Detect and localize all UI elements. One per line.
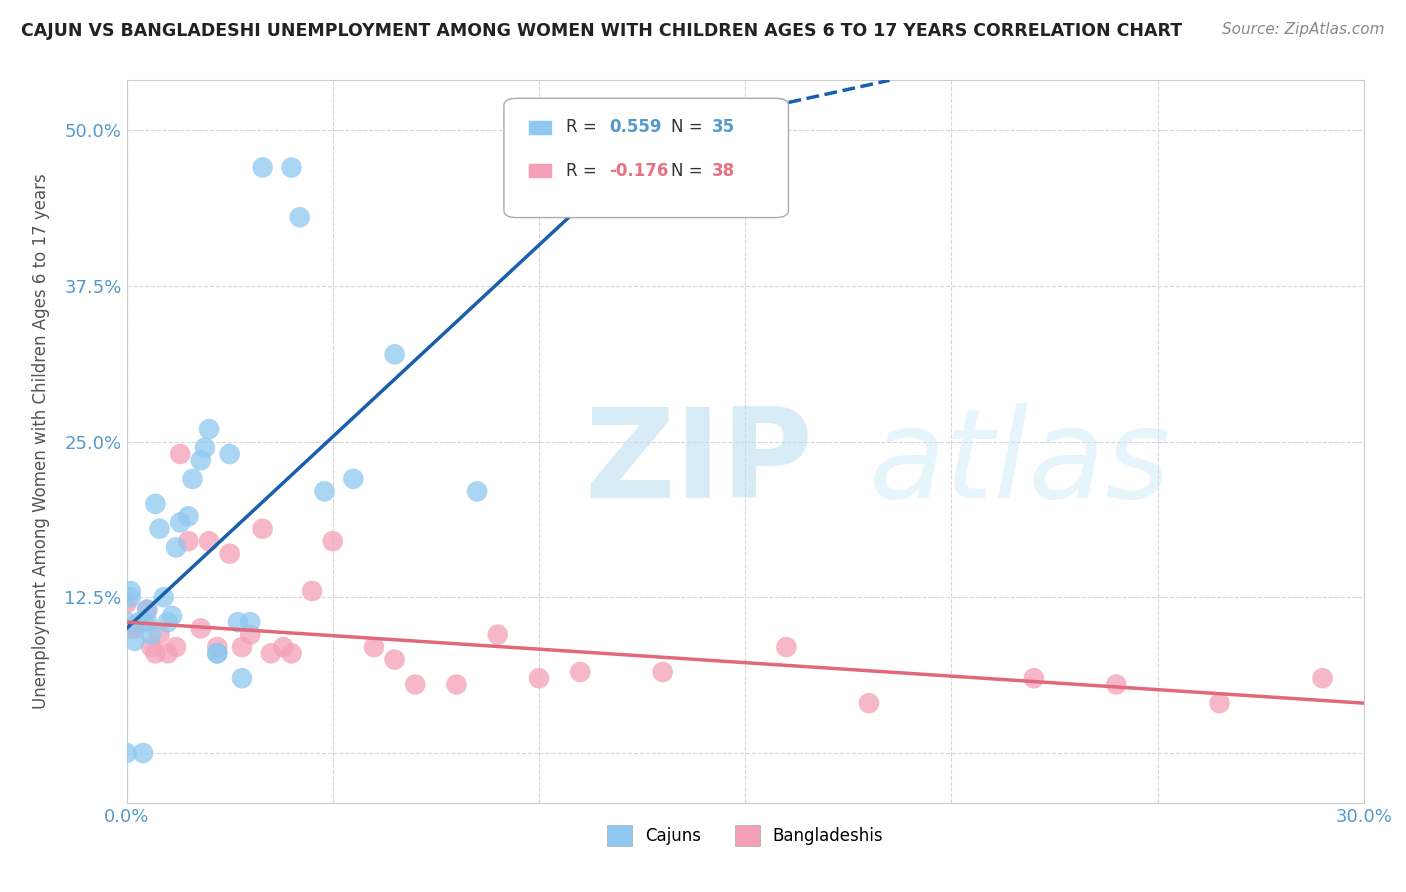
Y-axis label: Unemployment Among Women with Children Ages 6 to 17 years: Unemployment Among Women with Children A… <box>32 174 51 709</box>
Point <box>527 671 550 685</box>
Point <box>384 652 406 666</box>
Point <box>446 677 468 691</box>
Point <box>160 609 183 624</box>
Text: 0.559: 0.559 <box>609 119 662 136</box>
Point <box>169 447 191 461</box>
Text: atlas: atlas <box>869 402 1171 524</box>
Point <box>148 522 170 536</box>
Text: 38: 38 <box>711 161 735 179</box>
Text: 35: 35 <box>711 119 735 136</box>
Point <box>314 484 336 499</box>
Point <box>115 746 138 760</box>
Text: R =: R = <box>565 161 602 179</box>
Text: ZIP: ZIP <box>585 402 813 524</box>
Point <box>148 627 170 641</box>
Point <box>231 671 253 685</box>
Point <box>141 627 163 641</box>
Point <box>775 640 797 654</box>
Point <box>271 640 294 654</box>
Point <box>128 615 150 630</box>
Point <box>156 615 179 630</box>
Point <box>226 615 249 630</box>
Text: CAJUN VS BANGLADESHI UNEMPLOYMENT AMONG WOMEN WITH CHILDREN AGES 6 TO 17 YEARS C: CAJUN VS BANGLADESHI UNEMPLOYMENT AMONG … <box>21 22 1182 40</box>
Bar <box>529 164 551 178</box>
Point <box>145 497 167 511</box>
Point <box>465 484 488 499</box>
Point <box>190 453 212 467</box>
Point <box>231 640 253 654</box>
Point <box>190 621 212 635</box>
Text: N =: N = <box>671 119 707 136</box>
Point <box>165 640 187 654</box>
Point <box>1312 671 1334 685</box>
Point <box>181 472 204 486</box>
Point <box>120 621 142 635</box>
Point <box>301 584 323 599</box>
Point <box>218 547 240 561</box>
Point <box>569 665 592 679</box>
Point <box>239 615 262 630</box>
Point <box>1208 696 1230 710</box>
Point <box>136 615 159 630</box>
Point <box>120 584 142 599</box>
Point <box>404 677 426 691</box>
Point <box>132 746 155 760</box>
Point <box>115 615 138 630</box>
Point <box>165 541 187 555</box>
Point <box>198 534 221 549</box>
Point <box>115 597 138 611</box>
Point <box>239 627 262 641</box>
Point <box>486 627 509 641</box>
Point <box>207 640 229 654</box>
Point <box>322 534 344 549</box>
Point <box>136 603 159 617</box>
Point <box>194 441 217 455</box>
Point <box>177 509 200 524</box>
Text: N =: N = <box>671 161 707 179</box>
FancyBboxPatch shape <box>503 98 789 218</box>
Point <box>124 621 146 635</box>
Point <box>207 646 229 660</box>
Text: Source: ZipAtlas.com: Source: ZipAtlas.com <box>1222 22 1385 37</box>
Point <box>280 646 302 660</box>
Text: -0.176: -0.176 <box>609 161 668 179</box>
Point <box>145 646 167 660</box>
Point <box>169 516 191 530</box>
Point <box>384 347 406 361</box>
Text: R =: R = <box>565 119 602 136</box>
Point <box>260 646 283 660</box>
Point <box>207 646 229 660</box>
Point <box>177 534 200 549</box>
Point <box>280 161 302 175</box>
Point <box>252 161 274 175</box>
Point <box>218 447 240 461</box>
Point <box>858 696 880 710</box>
Legend: Cajuns, Bangladeshis: Cajuns, Bangladeshis <box>600 819 890 852</box>
Point <box>141 640 163 654</box>
Point <box>288 211 311 225</box>
Point <box>1022 671 1045 685</box>
Point <box>136 603 159 617</box>
Point <box>252 522 274 536</box>
Point <box>156 646 179 660</box>
Point <box>124 633 146 648</box>
Point <box>152 591 174 605</box>
Point <box>120 591 142 605</box>
Point <box>198 422 221 436</box>
Point <box>1105 677 1128 691</box>
Point <box>363 640 385 654</box>
Point <box>651 665 673 679</box>
Bar <box>529 120 551 134</box>
Point <box>342 472 364 486</box>
Point <box>132 615 155 630</box>
